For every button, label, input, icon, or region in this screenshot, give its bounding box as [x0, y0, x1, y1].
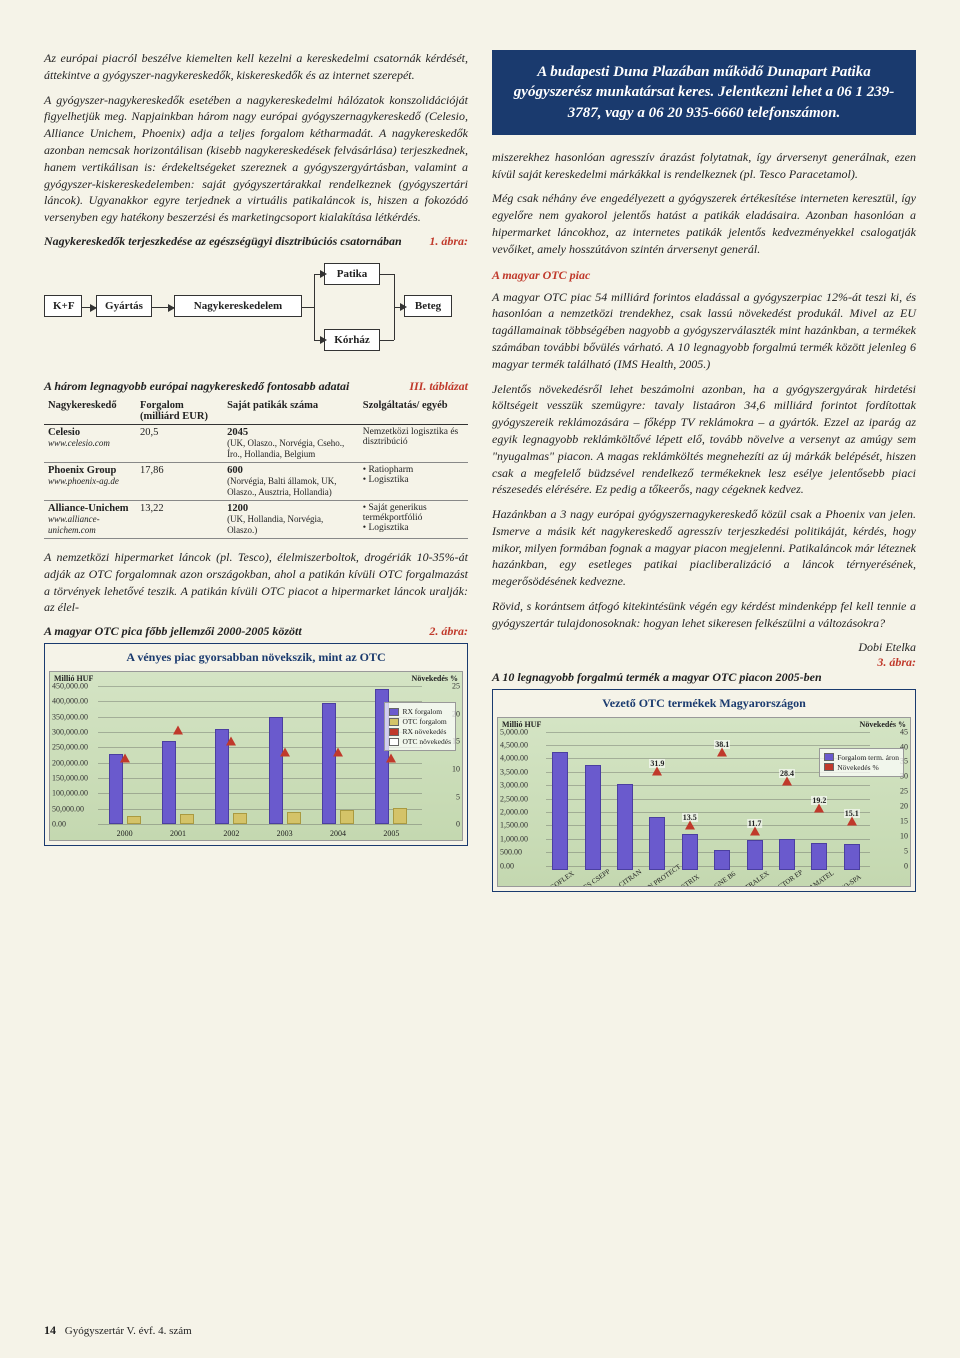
- right-p3: A magyar OTC piac 54 milliárd forintos e…: [492, 289, 916, 373]
- arrow-head: [320, 270, 327, 278]
- chart3: Vezető OTC termékek Magyarországon 0.005…: [492, 689, 916, 892]
- arrow: [152, 307, 174, 308]
- fig3-label: 3. ábra:: [877, 655, 916, 670]
- table-3: Nagykereskedő Forgalom (milliárd EUR) Sa…: [44, 398, 468, 539]
- arrow: [380, 274, 394, 275]
- left-p2: A gyógyszer-nagykereskedők esetében a na…: [44, 92, 468, 226]
- arrow-head: [320, 336, 327, 344]
- left-p1: Az európai piacról beszélve kiemelten ke…: [44, 50, 468, 84]
- fig1-title: Nagykereskedők terjeszkedése az egészség…: [44, 234, 468, 249]
- diagram1: K+F Gyártás Nagykereskedelem Patika Kórh…: [44, 255, 468, 365]
- th: Saját patikák száma: [223, 398, 359, 425]
- th: Szolgáltatás/ egyéb: [359, 398, 468, 425]
- callout-box: A budapesti Duna Plazában működő Dunapar…: [492, 50, 916, 135]
- fig1-label: 1. ábra:: [429, 234, 468, 249]
- chart3-body: 0.00500.001,000.001,500.002,000.002,500.…: [497, 717, 911, 887]
- fig2-label: 2. ábra:: [429, 624, 468, 639]
- node-gyartas: Gyártás: [96, 295, 152, 317]
- arrow-head: [400, 303, 407, 311]
- arrow: [82, 307, 96, 308]
- author: Dobi Etelka: [492, 640, 916, 655]
- chart2: A vényes piac gyorsabban növekszik, mint…: [44, 643, 468, 846]
- chart3-title: Vezető OTC termékek Magyarországon: [497, 694, 911, 717]
- right-p5: Hazánkban a 3 nagy európai gyógyszernagy…: [492, 506, 916, 590]
- page-number: 14: [44, 1323, 56, 1337]
- th: Nagykereskedő: [44, 398, 136, 425]
- arrow: [302, 307, 314, 308]
- footer-source: Gyógyszertár V. évf. 4. szám: [65, 1325, 192, 1337]
- tbl3-label: III. táblázat: [409, 379, 468, 394]
- subhead-otc: A magyar OTC piac: [492, 268, 916, 283]
- arrow: [314, 274, 315, 340]
- arrow: [380, 340, 394, 341]
- chart2-title: A vényes piac gyorsabban növekszik, mint…: [49, 648, 463, 671]
- page-footer: 14 Gyógyszertár V. évf. 4. szám: [44, 1323, 192, 1338]
- node-korhaz: Kórház: [324, 329, 380, 351]
- left-p3: A nemzetközi hipermarket láncok (pl. Tes…: [44, 549, 468, 616]
- right-p2: Még csak néhány éve engedélyezett a gyóg…: [492, 190, 916, 257]
- right-p1: miszerekhez hasonlóan agresszív árazást …: [492, 149, 916, 183]
- node-nagy: Nagykereskedelem: [174, 295, 302, 317]
- table-row: Phoenix Groupwww.phoenix-ag.de17,86600(N…: [44, 462, 468, 500]
- node-beteg: Beteg: [404, 295, 452, 317]
- right-p4: Jelentős növekedésről lehet beszámolni a…: [492, 381, 916, 499]
- table-row: Alliance-Unichemwww.alliance-unichem.com…: [44, 500, 468, 538]
- right-p6: Rövid, s korántsem átfogó kitekintésünk …: [492, 598, 916, 632]
- fig2-title: A magyar OTC pica főbb jellemzői 2000-20…: [44, 624, 468, 639]
- node-kf: K+F: [44, 295, 82, 317]
- th: Forgalom (milliárd EUR): [136, 398, 223, 425]
- tbl3-title: A három legnagyobb európai nagykereskedő…: [44, 379, 468, 394]
- node-patika: Patika: [324, 263, 380, 285]
- table-row: Celesiowww.celesio.com20,52045(UK, Olasz…: [44, 424, 468, 462]
- fig3-title: A 10 legnagyobb forgalmú termék a magyar…: [492, 670, 916, 685]
- chart2-body: 0.0050,000.00100,000.00150,000.00200,000…: [49, 671, 463, 841]
